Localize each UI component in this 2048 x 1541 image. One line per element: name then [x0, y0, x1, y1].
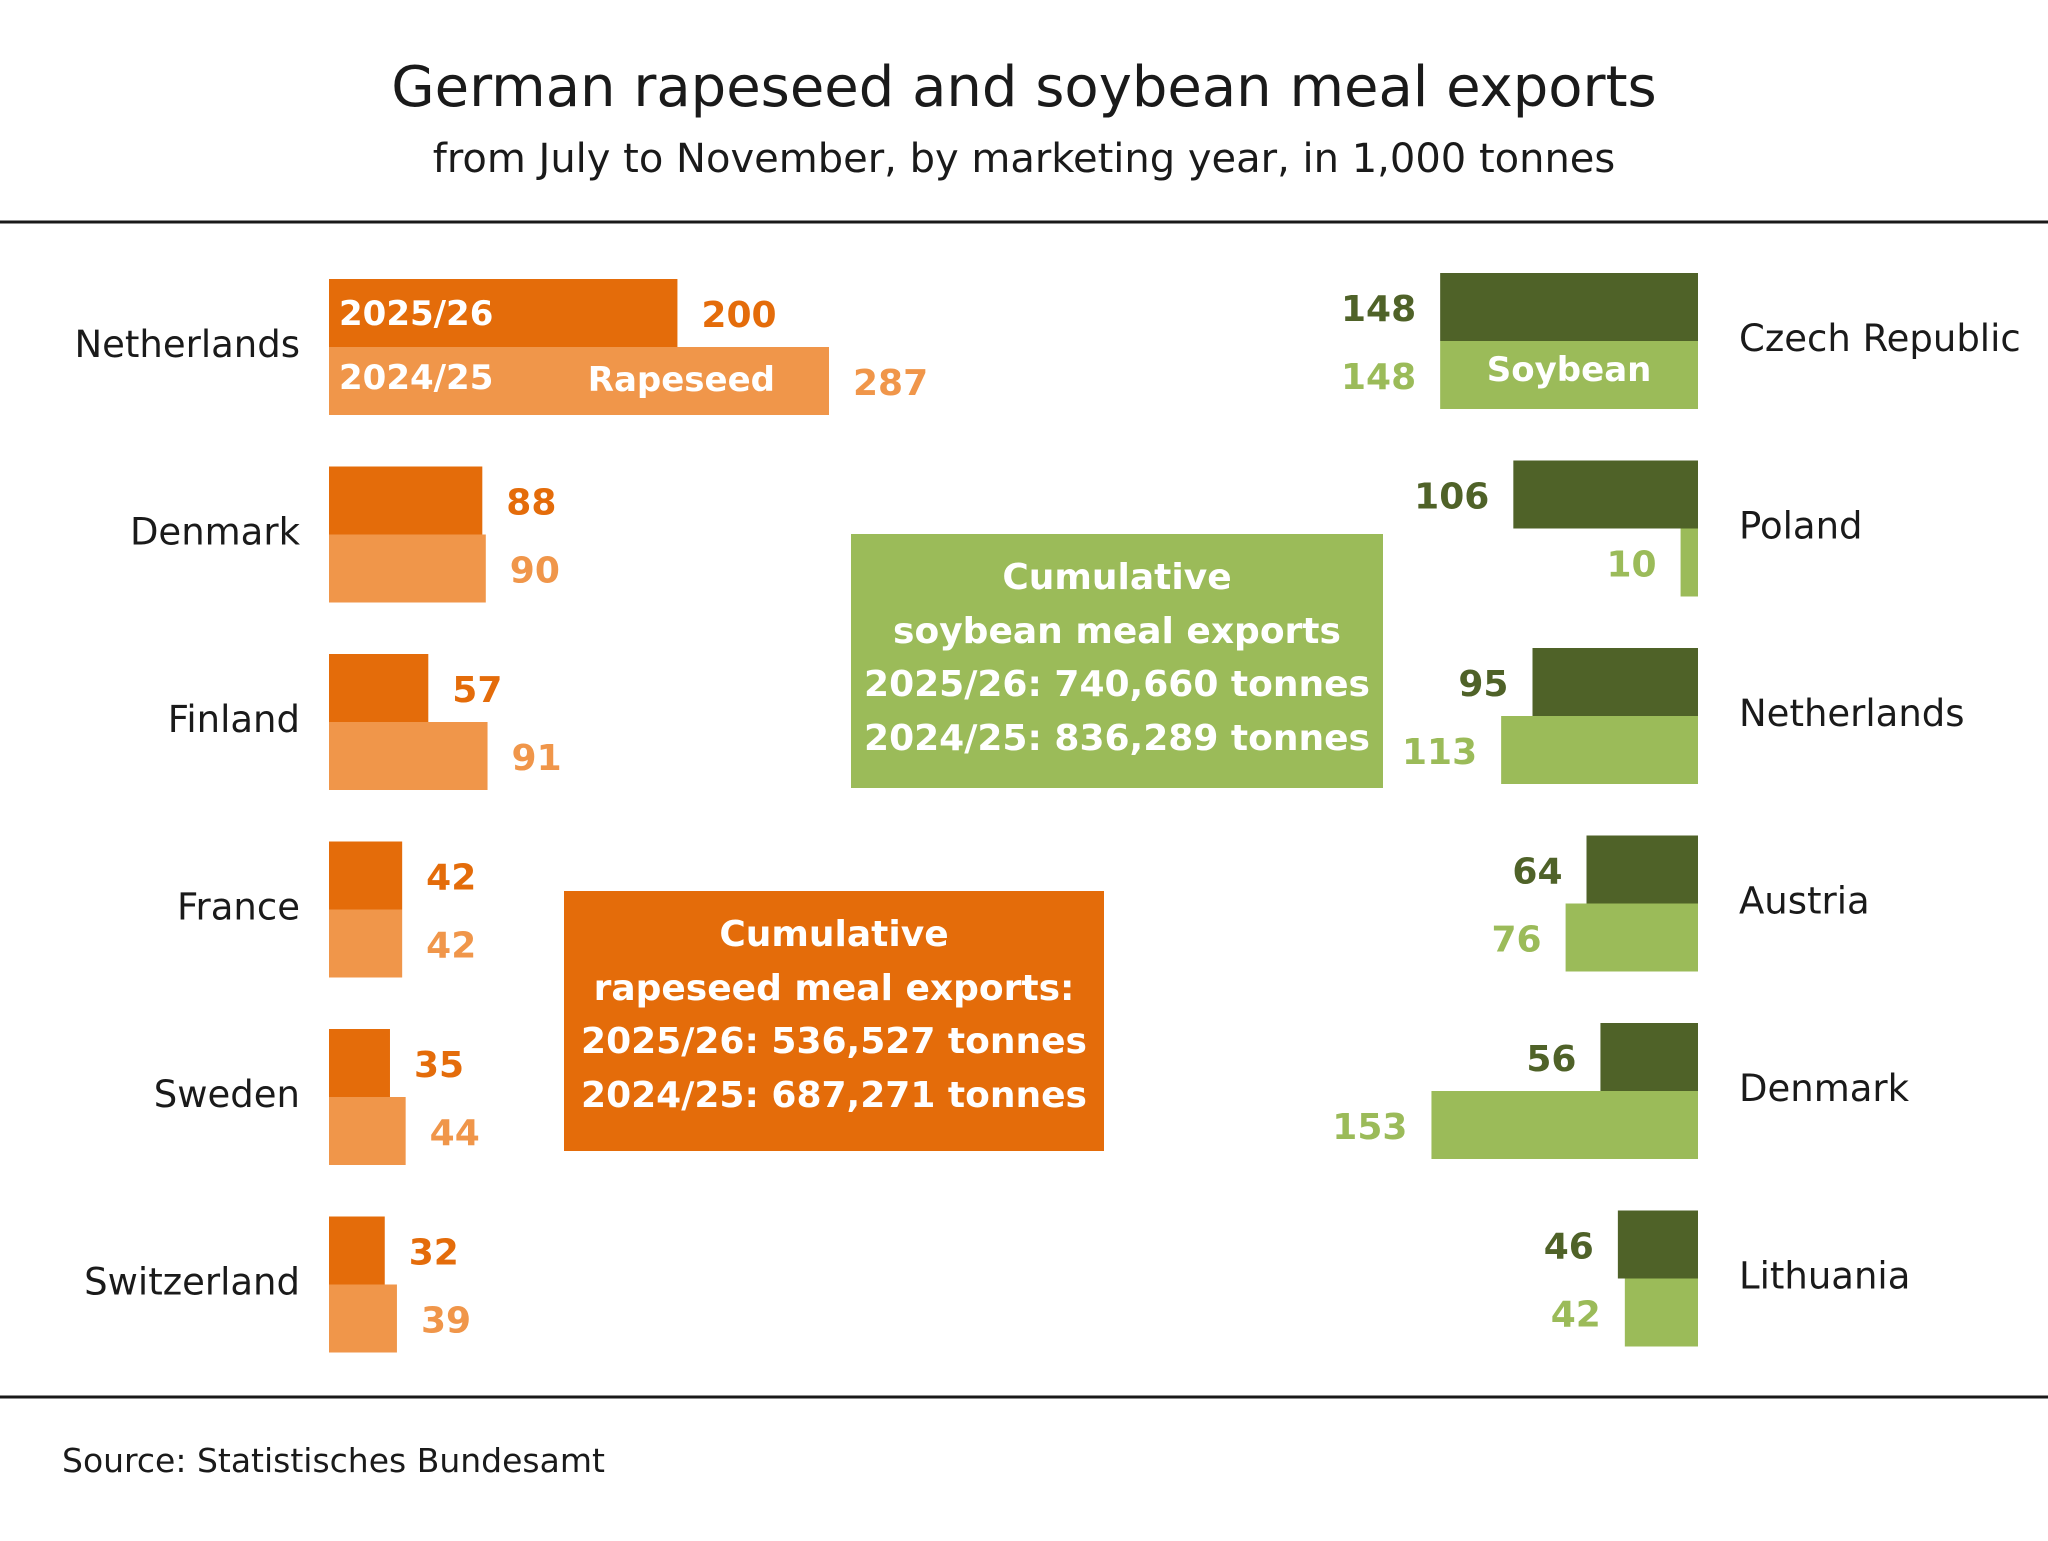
- soybean-value-2024-denmark: 153: [1332, 1107, 1407, 1148]
- source-note: Source: Statistisches Bundesamt: [62, 1441, 605, 1480]
- soybean-value-2025-czech-republic: 148: [1341, 289, 1416, 330]
- rapeseed-category-label-switzerland: Switzerland: [84, 1261, 300, 1304]
- rapeseed-chart: Netherlands 200 287 2025/26 2024/25 Rapeseed D…: [74, 279, 928, 1353]
- rapeseed-category-label-sweden: Sweden: [154, 1073, 300, 1116]
- soybean-value-2025-netherlands: 95: [1458, 664, 1508, 705]
- rapeseed-bar-2025-denmark: [329, 466, 483, 535]
- soybean-box-line2: soybean meal exports: [893, 611, 1341, 652]
- chart-subtitle: from July to November, by marketing year…: [433, 136, 1616, 182]
- rapeseed-bar-2024-switzerland: [329, 1284, 397, 1353]
- legend-soybean: Soybean: [1487, 350, 1652, 390]
- soybean-value-2025-poland: 106: [1414, 477, 1489, 518]
- soybean-bar-2024-poland: [1680, 528, 1698, 597]
- rapeseed-category-label-france: France: [177, 886, 300, 929]
- soybean-value-2025-lithuania: 46: [1544, 1227, 1594, 1268]
- soybean-bar-2025-lithuania: [1617, 1210, 1698, 1279]
- rapeseed-value-2024-sweden: 44: [430, 1113, 480, 1154]
- rapeseed-bar-2025-finland: [329, 654, 429, 722]
- rapeseed-bar-2024-france: [329, 909, 403, 978]
- rapeseed-box-line1: Cumulative: [719, 914, 948, 955]
- rapeseed-bar-2025-france: [329, 841, 403, 910]
- rapeseed-bar-2025-sweden: [329, 1029, 390, 1097]
- rapeseed-bar-2024-finland: [329, 722, 488, 790]
- rapeseed-category-label-netherlands: Netherlands: [74, 323, 300, 366]
- rapeseed-bar-2025-netherlands: [329, 279, 678, 347]
- soybean-value-2024-czech-republic: 148: [1341, 357, 1416, 398]
- rapeseed-value-2025-sweden: 35: [414, 1045, 464, 1086]
- soybean-category-label-denmark: Denmark: [1739, 1067, 1910, 1110]
- rapeseed-value-2024-switzerland: 39: [421, 1301, 471, 1342]
- soybean-box-line3: 2025/26: 740,660 tonnes: [864, 664, 1370, 705]
- rapeseed-cumulative-box: Cumulative rapeseed meal exports: 2025/2…: [564, 891, 1104, 1151]
- soybean-category-label-netherlands: Netherlands: [1739, 692, 1965, 735]
- rapeseed-value-2025-denmark: 88: [506, 483, 556, 524]
- soybean-category-label-poland: Poland: [1739, 505, 1863, 548]
- soybean-bar-2024-lithuania: [1624, 1278, 1698, 1347]
- soybean-category-label-lithuania: Lithuania: [1739, 1255, 1910, 1298]
- soybean-value-2025-austria: 64: [1512, 852, 1562, 893]
- rapeseed-category-label-denmark: Denmark: [130, 511, 301, 554]
- soybean-chart: Czech Republic 148 148 Soybean Poland 106 10 Ne…: [1332, 273, 2021, 1347]
- rapeseed-bar-2025-switzerland: [329, 1216, 385, 1285]
- soybean-bar-2024-denmark: [1431, 1091, 1698, 1159]
- soybean-value-2024-poland: 10: [1606, 545, 1656, 586]
- rapeseed-category-label-finland: Finland: [168, 698, 300, 741]
- rapeseed-value-2025-netherlands: 200: [701, 295, 776, 336]
- soybean-value-2024-netherlands: 113: [1402, 732, 1477, 773]
- chart-title: German rapeseed and soybean meal exports: [391, 55, 1656, 120]
- rapeseed-box-line4: 2024/25: 687,271 tonnes: [581, 1075, 1087, 1116]
- rapeseed-box-line3: 2025/26: 536,527 tonnes: [581, 1021, 1087, 1062]
- rapeseed-bar-2024-sweden: [329, 1097, 406, 1165]
- soybean-cumulative-box: Cumulative soybean meal exports 2025/26:…: [851, 534, 1383, 788]
- soybean-box-line4: 2024/25: 836,289 tonnes: [864, 718, 1370, 759]
- rapeseed-value-2024-finland: 91: [512, 738, 562, 779]
- soybean-category-label-austria: Austria: [1739, 880, 1870, 923]
- rapeseed-bar-2024-denmark: [329, 534, 486, 603]
- legend-rapeseed: Rapeseed: [588, 360, 775, 400]
- soybean-bar-2024-czech-republic: [1440, 341, 1698, 409]
- rapeseed-value-2024-france: 42: [426, 926, 476, 967]
- rapeseed-value-2024-netherlands: 287: [853, 363, 928, 404]
- soybean-box-background: [851, 534, 1383, 788]
- soybean-value-2024-lithuania: 42: [1551, 1295, 1601, 1336]
- soybean-value-2024-austria: 76: [1491, 920, 1541, 961]
- rapeseed-value-2024-denmark: 90: [510, 551, 560, 592]
- soybean-bar-2025-netherlands: [1532, 648, 1698, 716]
- soybean-bar-2024-austria: [1565, 903, 1698, 972]
- soybean-value-2025-denmark: 56: [1526, 1039, 1576, 1080]
- soybean-bar-2025-czech-republic: [1440, 273, 1698, 341]
- soybean-bar-2025-poland: [1513, 460, 1698, 529]
- legend-year-2025: 2025/26: [339, 294, 493, 334]
- soybean-bar-2024-netherlands: [1501, 716, 1698, 784]
- rapeseed-box-line2: rapeseed meal exports:: [594, 968, 1075, 1009]
- rapeseed-box-background: [564, 891, 1104, 1151]
- legend-year-2024: 2024/25: [339, 358, 493, 398]
- rapeseed-value-2025-france: 42: [426, 858, 476, 899]
- rapeseed-bar-2024-netherlands: [329, 347, 829, 415]
- rapeseed-value-2025-switzerland: 32: [409, 1233, 459, 1274]
- soybean-bar-2025-austria: [1586, 835, 1698, 904]
- soybean-bar-2025-denmark: [1600, 1023, 1698, 1091]
- soybean-category-label-czech-republic: Czech Republic: [1739, 317, 2021, 360]
- rapeseed-value-2025-finland: 57: [452, 670, 502, 711]
- soybean-box-line1: Cumulative: [1002, 557, 1231, 598]
